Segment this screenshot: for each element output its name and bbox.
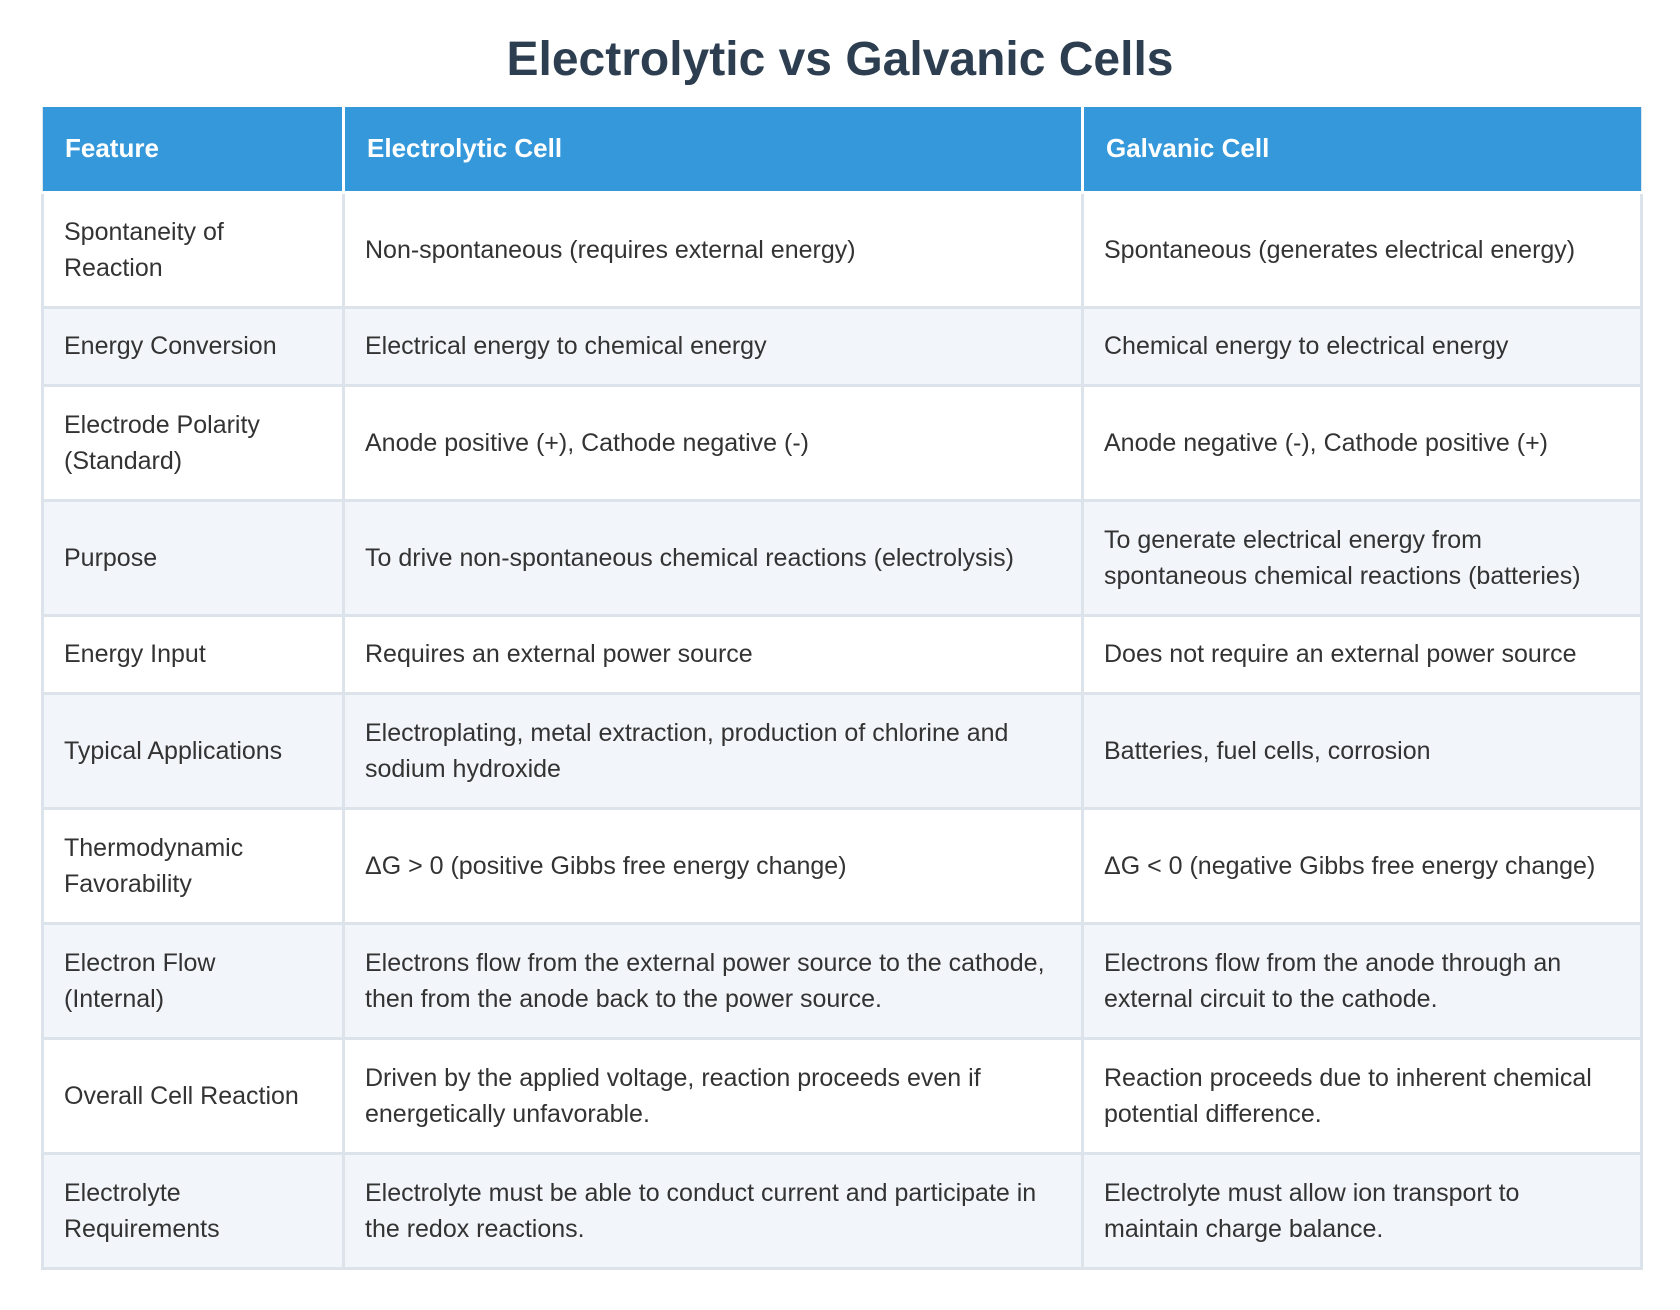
table-row: Electron Flow (Internal) Electrons flow … [41,921,1643,1040]
galvanic-cell-value: Chemical energy to electrical energy [1081,305,1643,387]
table-row: Spontaneity of Reaction Non-spontaneous … [41,190,1643,309]
header-electrolytic-cell: Electrolytic Cell [342,107,1084,194]
feature-cell: Energy Input [41,613,345,695]
table-row: Electrode Polarity (Standard) Anode posi… [41,383,1643,502]
table-row: Energy Conversion Electrical energy to c… [41,305,1643,387]
feature-cell: Electrode Polarity (Standard) [41,383,345,502]
header-row: Feature Electrolytic Cell Galvanic Cell [42,107,1642,194]
table-row: Thermodynamic Favorability ΔG > 0 (posit… [41,806,1643,925]
table-row: Purpose To drive non-spontaneous chemica… [41,498,1643,617]
feature-cell: Energy Conversion [41,305,345,387]
feature-cell: Electrolyte Requirements [41,1151,345,1270]
galvanic-cell-value: Does not require an external power sourc… [1081,613,1643,695]
table-header: Feature Electrolytic Cell Galvanic Cell [42,107,1642,194]
table-row: Electrolyte Requirements Electrolyte mus… [41,1151,1643,1270]
table-body: Spontaneity of Reaction Non-spontaneous … [41,190,1643,1270]
galvanic-cell-value: ΔG < 0 (negative Gibbs free energy chang… [1081,806,1643,925]
header-feature: Feature [42,107,345,194]
electrolytic-cell-value: Non-spontaneous (requires external energ… [342,190,1084,309]
table-row: Overall Cell Reaction Driven by the appl… [41,1036,1643,1155]
electrolytic-cell-value: Anode positive (+), Cathode negative (-) [342,383,1084,502]
galvanic-cell-value: Reaction proceeds due to inherent chemic… [1081,1036,1643,1155]
feature-cell: Spontaneity of Reaction [41,190,345,309]
electrolytic-cell-value: Electrical energy to chemical energy [342,305,1084,387]
galvanic-cell-value: Electrolyte must allow ion transport to … [1081,1151,1643,1270]
electrolytic-cell-value: Requires an external power source [342,613,1084,695]
electrolytic-cell-value: Electroplating, metal extraction, produc… [342,691,1084,810]
feature-cell: Typical Applications [41,691,345,810]
comparison-table: Feature Electrolytic Cell Galvanic Cell … [41,107,1643,1270]
electrolytic-cell-value: Driven by the applied voltage, reaction … [342,1036,1084,1155]
page-title: Electrolytic vs Galvanic Cells [506,33,1174,86]
feature-cell: Overall Cell Reaction [41,1036,345,1155]
electrolytic-cell-value: Electrons flow from the external power s… [342,921,1084,1040]
feature-cell: Electron Flow (Internal) [41,921,345,1040]
feature-cell: Thermodynamic Favorability [41,806,345,925]
electrolytic-cell-value: ΔG > 0 (positive Gibbs free energy chang… [342,806,1084,925]
galvanic-cell-value: Batteries, fuel cells, corrosion [1081,691,1643,810]
galvanic-cell-value: Spontaneous (generates electrical energy… [1081,190,1643,309]
electrolytic-cell-value: Electrolyte must be able to conduct curr… [342,1151,1084,1270]
galvanic-cell-value: To generate electrical energy from spont… [1081,498,1643,617]
header-galvanic-cell: Galvanic Cell [1081,107,1642,194]
comparison-table-container: Feature Electrolytic Cell Galvanic Cell … [41,107,1643,1270]
table-row: Energy Input Requires an external power … [41,613,1643,695]
galvanic-cell-value: Anode negative (-), Cathode positive (+) [1081,383,1643,502]
feature-cell: Purpose [41,498,345,617]
galvanic-cell-value: Electrons flow from the anode through an… [1081,921,1643,1040]
table-row: Typical Applications Electroplating, met… [41,691,1643,810]
electrolytic-cell-value: To drive non-spontaneous chemical reacti… [342,498,1084,617]
